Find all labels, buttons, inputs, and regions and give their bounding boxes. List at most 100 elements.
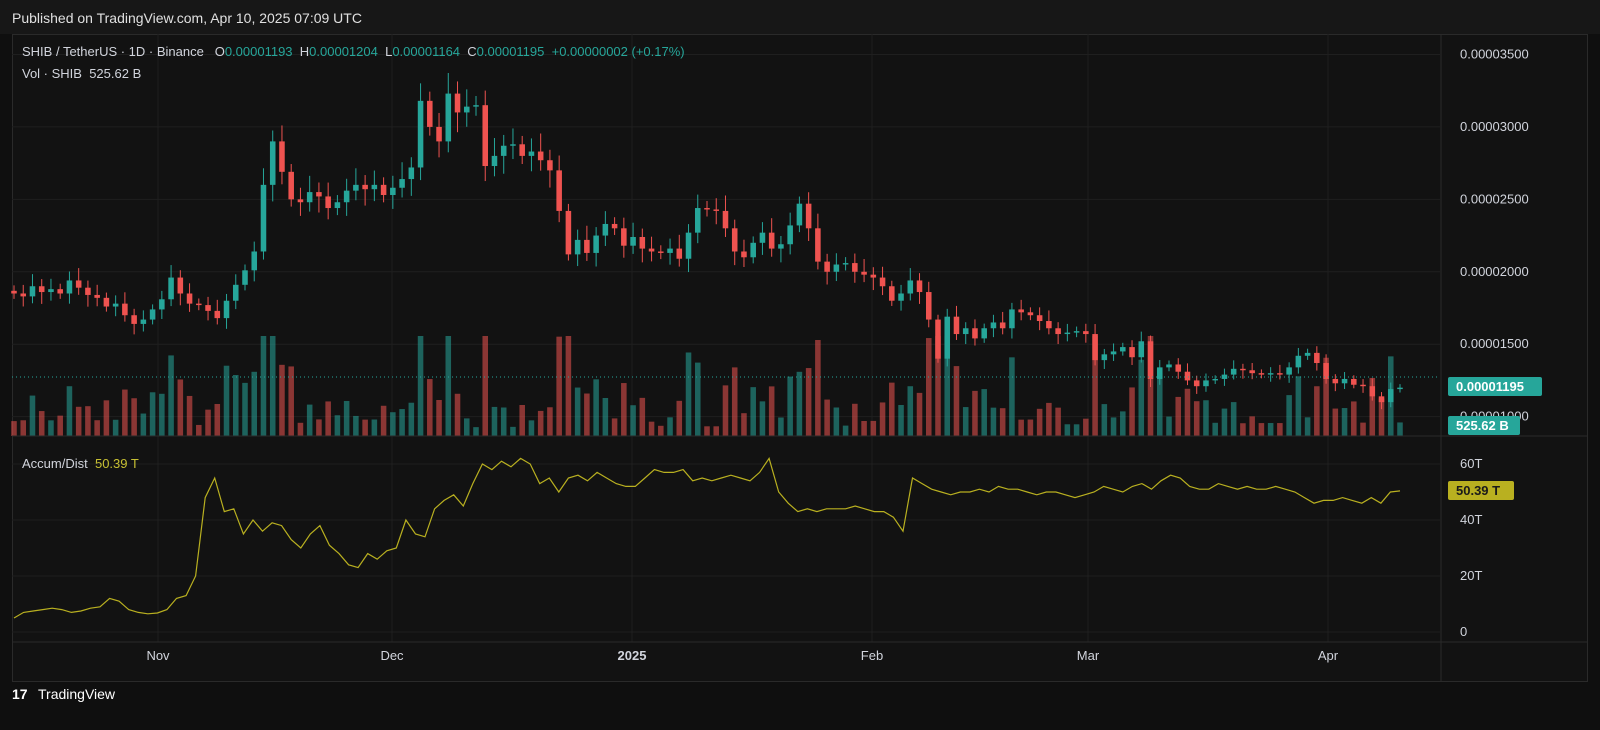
volume-bar <box>417 336 424 436</box>
candle-body <box>621 228 627 246</box>
volume-bar <box>140 413 147 436</box>
volume-bar <box>574 387 581 436</box>
volume-bar <box>436 400 442 436</box>
volume-bar <box>186 395 193 436</box>
candle-body <box>186 293 193 304</box>
volume-bar <box>1184 388 1191 436</box>
volume-bar <box>731 367 738 436</box>
candle-body <box>94 294 100 298</box>
candle-body <box>205 305 211 311</box>
candle-body <box>353 184 359 191</box>
low-label: L <box>385 44 393 59</box>
candle-body <box>380 184 387 195</box>
candle-body <box>685 232 692 259</box>
symbol-label[interactable]: SHIB / TetherUS · 1D · Binance <box>22 44 204 59</box>
candle-body <box>29 286 36 297</box>
volume-bar <box>427 379 433 436</box>
volume-bar <box>306 404 313 436</box>
volume-bar <box>343 400 350 436</box>
x-tick-label: Feb <box>861 648 883 663</box>
volume-bar <box>999 408 1006 436</box>
candle-body <box>159 299 165 310</box>
volume-bar <box>1240 423 1246 436</box>
candle-body <box>796 203 803 226</box>
volume-bar <box>1156 372 1163 436</box>
candle-body <box>1351 378 1357 385</box>
ohlc-legend[interactable]: SHIB / TetherUS · 1D · Binance O0.000011… <box>22 44 685 59</box>
volume-bar <box>768 386 775 436</box>
candle-body <box>325 196 331 209</box>
candle-body <box>473 105 479 107</box>
volume-bar <box>1046 402 1052 436</box>
candle-body <box>75 280 82 288</box>
candle-body <box>242 270 248 285</box>
volume-bar <box>399 409 405 436</box>
accum-dist-legend[interactable]: Accum/Dist 50.39 T <box>22 456 139 471</box>
candle-body <box>390 187 396 195</box>
volume-bar <box>288 366 294 436</box>
volume-bar <box>251 371 258 436</box>
volume-bar <box>149 392 156 436</box>
volume-bar <box>759 401 766 436</box>
last-price-tag: 0.00001195 <box>1448 377 1542 396</box>
candle-body <box>1055 328 1061 335</box>
candle-body <box>436 126 442 142</box>
volume-bar <box>565 336 572 436</box>
volume-bar <box>1249 416 1255 436</box>
volume-bar <box>38 411 45 436</box>
volume-bar <box>528 420 535 436</box>
candle-body <box>713 209 720 211</box>
x-tick-label: Nov <box>146 648 170 663</box>
volume-bar <box>473 427 479 436</box>
volume-bar <box>29 395 36 436</box>
volume-bar <box>325 401 331 436</box>
volume-bar <box>232 375 239 436</box>
volume-bar <box>371 419 378 436</box>
volume-bar <box>177 379 184 436</box>
volume-bar <box>1277 423 1283 436</box>
candle-body <box>519 144 525 156</box>
candle-body <box>694 208 701 233</box>
volume-bar <box>510 426 516 436</box>
volume-bar <box>750 387 756 436</box>
candle-body <box>944 316 951 359</box>
x-tick-label: Dec <box>380 648 404 663</box>
volume-legend[interactable]: Vol · SHIB 525.62 B <box>22 66 141 81</box>
tradingview-name[interactable]: TradingView <box>38 686 116 702</box>
price-tick-label: 0.00001500 <box>1460 336 1529 351</box>
candle-body <box>343 190 350 203</box>
candle-body <box>999 322 1006 329</box>
ad-tick-label: 20T <box>1460 568 1482 583</box>
candle-body <box>1249 370 1255 374</box>
change-value: +0.00000002 (+0.17%) <box>551 44 685 59</box>
candle-body <box>168 277 174 300</box>
volume-value: 525.62 B <box>89 66 142 81</box>
tradingview-footer[interactable]: 17 TradingView <box>10 684 310 724</box>
volume-bar <box>852 403 858 436</box>
volume-bar <box>972 390 978 436</box>
candle-body <box>630 237 636 246</box>
volume-bar <box>316 419 322 436</box>
volume-bar <box>1267 423 1274 436</box>
candle-body <box>1304 352 1311 356</box>
volume-bar <box>1073 424 1080 436</box>
tradingview-logo-icon[interactable]: 17 <box>12 686 28 702</box>
volume-bar <box>907 386 914 436</box>
volume-bar <box>1166 416 1172 436</box>
volume-bar <box>704 426 710 436</box>
candle-body <box>57 289 63 294</box>
candle-body <box>251 251 258 271</box>
candle-body <box>232 284 239 301</box>
volume-bar <box>57 415 63 436</box>
last-accum-dist-tag: 50.39 T <box>1448 481 1514 500</box>
candle-body <box>279 141 285 172</box>
candle-body <box>491 155 498 167</box>
candle-body <box>20 293 27 297</box>
price-tick-label: 0.00003500 <box>1460 46 1529 61</box>
candlesticks <box>11 73 1403 410</box>
open-label: O <box>214 44 225 59</box>
volume-bar <box>815 340 821 436</box>
volume-bar <box>741 413 747 436</box>
candle-body <box>833 264 840 272</box>
